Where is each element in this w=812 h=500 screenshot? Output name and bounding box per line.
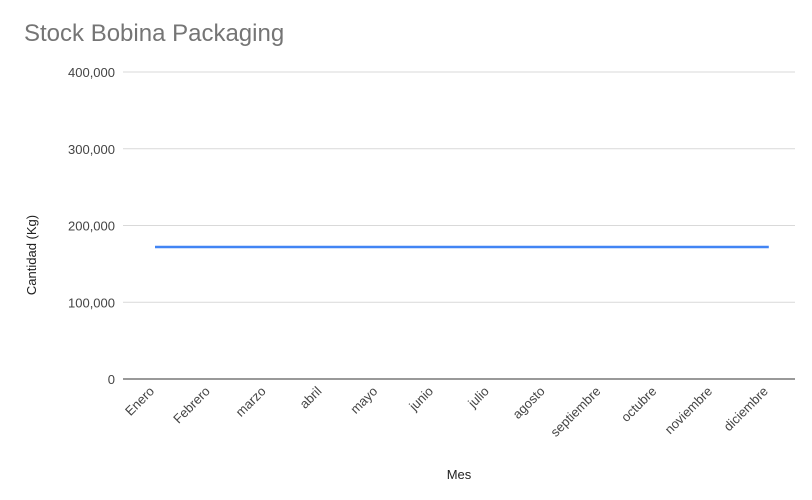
x-axis-ticks: Enero Febrero marzo abril mayo junio julio agos… [122,383,771,439]
x-tick-label: agosto [510,384,548,422]
x-tick-label: marzo [233,384,269,420]
y-tick-label: 0 [108,372,115,387]
gridlines [123,71,795,380]
y-axis-title: Cantidad (Kg) [24,215,39,295]
x-tick-label: Febrero [170,384,213,427]
x-tick-label: junio [405,384,436,415]
x-tick-label: julio [464,384,492,412]
x-tick-label: Enero [122,384,157,419]
x-tick-label: noviembre [662,384,716,438]
x-tick-label: diciembre [720,384,770,434]
x-tick-label: octubre [618,384,659,425]
x-tick-label: septiembre [547,384,603,440]
y-tick-label: 100,000 [68,295,115,310]
x-axis-title: Mes [447,467,472,482]
y-tick-label: 300,000 [68,142,115,157]
x-tick-label: mayo [347,384,380,417]
y-tick-label: 400,000 [68,65,115,80]
chart-title: Stock Bobina Packaging [24,20,285,47]
x-tick-label: abril [297,383,325,411]
y-tick-label: 200,000 [68,219,115,234]
y-axis-ticks: 0 100,000 200,000 300,000 400,000 [68,65,115,387]
